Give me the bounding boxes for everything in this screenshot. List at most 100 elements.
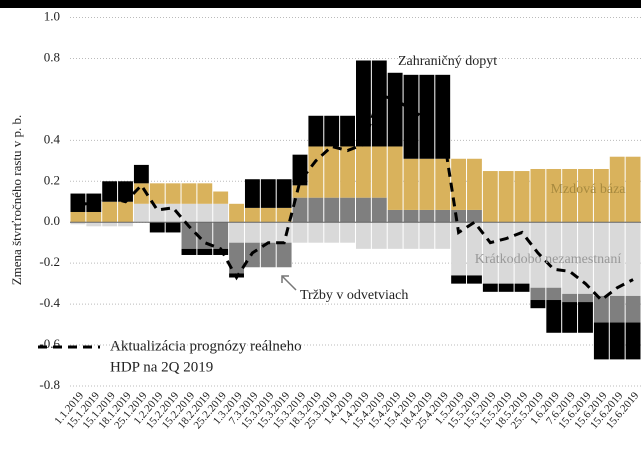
- bar-segment: [451, 222, 467, 276]
- bar-segment: [530, 300, 546, 309]
- bar-segment: [102, 201, 118, 223]
- bar-segment: [213, 222, 229, 249]
- bar-segment: [482, 222, 498, 284]
- legend-label: Aktualizácia prognózy reálneho: [110, 338, 302, 354]
- bar-segment: [482, 171, 498, 223]
- bar-segment: [356, 197, 371, 223]
- bar-segment: [181, 248, 197, 255]
- series-label: Zahraničný dopyt: [398, 54, 497, 69]
- bar-segment: [593, 222, 609, 296]
- bar-segment: [165, 183, 181, 204]
- bar-segment: [213, 203, 229, 223]
- y-tick-label: -0.8: [39, 377, 60, 392]
- bar-segment: [593, 295, 609, 323]
- y-tick-label: -0.4: [39, 295, 60, 310]
- bar-segment: [467, 209, 482, 223]
- bar-segment: [308, 222, 324, 243]
- bar-segment: [578, 222, 593, 294]
- bar-segment: [356, 60, 371, 147]
- bar-segment: [451, 209, 467, 223]
- series-label: Mzdová báza: [550, 182, 626, 197]
- bar-segment: [308, 115, 324, 147]
- bar-segment: [229, 242, 244, 274]
- bar-segment: [292, 154, 308, 186]
- bar-segment: [514, 222, 530, 284]
- y-tick-label: 0.0: [44, 213, 60, 228]
- bar-segment: [340, 222, 355, 243]
- arrow-head: [281, 275, 289, 283]
- bar-segment: [562, 293, 578, 303]
- bar-segment: [276, 222, 292, 243]
- bar-segment: [387, 146, 403, 210]
- bar-segment: [403, 209, 419, 223]
- bar-segment: [546, 287, 562, 301]
- bar-segment: [609, 222, 625, 296]
- bar-segment: [482, 283, 498, 292]
- bar-segment: [244, 179, 260, 208]
- bar-segment: [419, 74, 435, 159]
- bar-segment: [514, 283, 530, 292]
- bar-segment: [340, 197, 355, 223]
- bar-segment: [181, 183, 197, 204]
- series-label: Tržby v odvetviach: [300, 288, 408, 303]
- bar-segment: [625, 322, 641, 360]
- bar-segment: [356, 222, 371, 249]
- bar-segment: [530, 287, 546, 301]
- bar-segment: [276, 207, 292, 223]
- bar-segment: [197, 203, 213, 223]
- y-tick-label: 0.4: [44, 131, 61, 146]
- bar-segment: [324, 115, 340, 147]
- bar-segment: [308, 197, 324, 223]
- bar-segment: [371, 222, 387, 249]
- bar-segment: [403, 158, 419, 210]
- y-tick-label: -0.6: [39, 336, 60, 351]
- bar-segment: [340, 115, 355, 147]
- bar-segment: [530, 168, 546, 223]
- bar-segment: [70, 211, 86, 223]
- y-axis-label: Zmena štvrťročného rastu v p. b.: [9, 115, 24, 286]
- bar-segment: [578, 293, 593, 303]
- bar-segment: [102, 181, 118, 202]
- bar-segment: [213, 191, 229, 204]
- bar-segment: [371, 60, 387, 147]
- bar-segment: [387, 222, 403, 249]
- bar-segment: [387, 209, 403, 223]
- bar-segment: [244, 222, 260, 243]
- bar-segment: [292, 197, 308, 223]
- bar-segment: [562, 168, 578, 223]
- bar-segment: [593, 322, 609, 360]
- bar-segment: [371, 146, 387, 198]
- bar-segment: [403, 74, 419, 159]
- bar-segment: [197, 183, 213, 204]
- bar-segment: [133, 203, 149, 223]
- bar-segment: [165, 222, 181, 233]
- y-tick-label: 1.0: [44, 8, 60, 23]
- bar-segment: [435, 222, 451, 249]
- bar-segment: [244, 207, 260, 223]
- bar-segment: [498, 283, 514, 292]
- bar-segment: [70, 222, 86, 225]
- bar-segment: [451, 158, 467, 210]
- bar-segment: [276, 242, 292, 268]
- forecast-line: [77, 93, 634, 303]
- y-tick-label: 0.2: [44, 172, 60, 187]
- bar-segment: [133, 164, 149, 184]
- y-tick-label: -0.2: [39, 254, 60, 269]
- y-tick-label: 0.8: [44, 49, 60, 64]
- bar-segment: [625, 222, 641, 296]
- bar-segment: [86, 222, 102, 227]
- bar-segment: [149, 203, 165, 223]
- bar-segment: [609, 156, 625, 223]
- bar-segment: [593, 168, 609, 223]
- bar-segment: [181, 203, 197, 223]
- bar-segment: [546, 300, 562, 333]
- bar-segment: [229, 203, 244, 223]
- bar-segment: [260, 179, 276, 208]
- bar-segment: [387, 72, 403, 147]
- top-crop: [0, 0, 641, 8]
- bar-segment: [625, 156, 641, 223]
- bar-segment: [324, 197, 340, 223]
- bar-segment: [197, 222, 213, 249]
- bar-segment: [467, 222, 482, 276]
- bar-segment: [467, 158, 482, 210]
